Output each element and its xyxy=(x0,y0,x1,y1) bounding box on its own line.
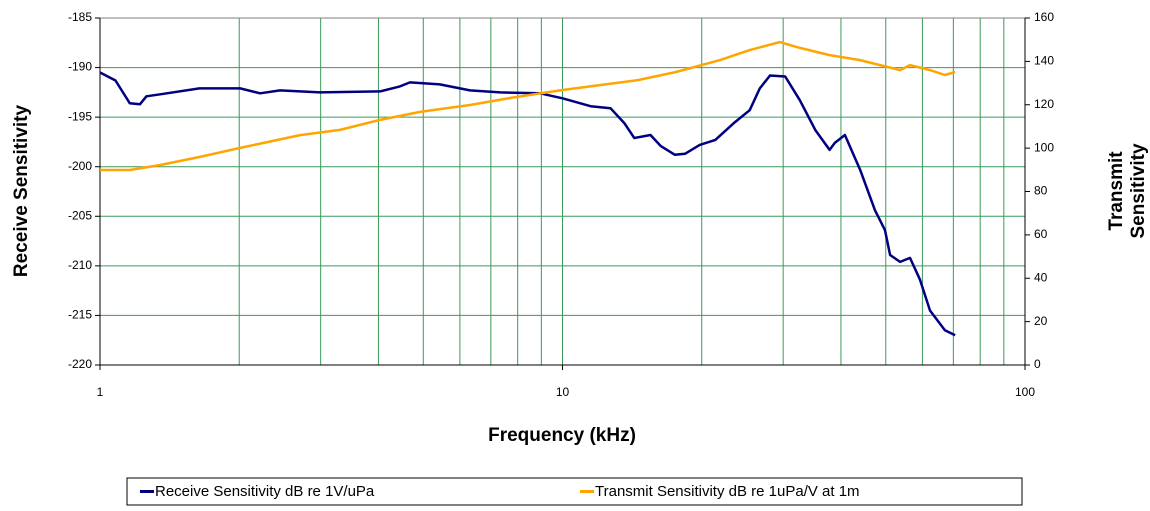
y-tick-label: -205 xyxy=(68,208,92,222)
legend-label: Transmit Sensitivity dB re 1uPa/V at 1m xyxy=(595,483,860,500)
y-tick-label: -190 xyxy=(68,60,92,74)
y2-axis-title: Sensitivity xyxy=(1128,143,1149,238)
y-axis-title: Receive Sensitivity xyxy=(11,104,32,277)
y2-tick-label: 40 xyxy=(1034,270,1048,284)
y-tick-label: -220 xyxy=(68,357,92,371)
data-line xyxy=(100,40,956,172)
y2-tick-label: 120 xyxy=(1034,97,1054,111)
y-tick-label: -185 xyxy=(68,10,92,24)
y2-tick-label: 20 xyxy=(1034,314,1048,328)
x-tick-label: 10 xyxy=(556,385,570,399)
data-line xyxy=(99,71,956,337)
y2-tick-label: 100 xyxy=(1034,140,1054,154)
x-axis-title: Frequency (kHz) xyxy=(488,425,636,446)
x-tick-label: 1 xyxy=(97,385,104,399)
y-tick-label: -200 xyxy=(68,159,92,173)
y2-axis-title: Transmit xyxy=(1106,151,1127,231)
y-tick-label: -195 xyxy=(68,109,92,123)
y-tick-label: -210 xyxy=(68,258,92,272)
y2-tick-label: 80 xyxy=(1034,184,1048,198)
y2-tick-label: 60 xyxy=(1034,227,1048,241)
legend-box xyxy=(126,477,1023,506)
y2-tick-label: 160 xyxy=(1034,10,1054,24)
y2-tick-label: 140 xyxy=(1034,54,1054,68)
y2-tick-label: 0 xyxy=(1034,357,1041,371)
y-tick-label: -215 xyxy=(68,308,92,322)
x-tick-label: 100 xyxy=(1015,385,1035,399)
legend-label: Receive Sensitivity dB re 1V/uPa xyxy=(155,483,375,500)
